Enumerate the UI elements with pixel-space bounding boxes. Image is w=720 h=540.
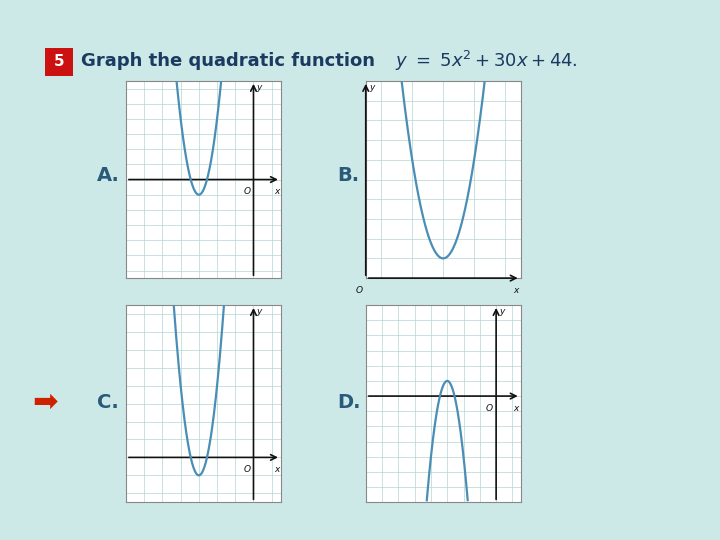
Text: O: O [243,187,251,197]
Text: $\mathit{y}\ =\ 5\mathit{x}^{2}+30\mathit{x}+44.$: $\mathit{y}\ =\ 5\mathit{x}^{2}+30\mathi… [395,49,577,73]
Text: C.: C. [97,393,119,412]
Text: O: O [486,404,493,413]
Text: y: y [256,83,262,92]
Text: O: O [356,286,363,295]
Text: y: y [499,307,505,316]
Text: 5: 5 [54,54,64,69]
Text: y: y [369,83,374,92]
Text: Graph the quadratic function: Graph the quadratic function [81,52,382,70]
Text: y: y [256,307,262,316]
Text: x: x [274,465,279,474]
Text: A.: A. [97,166,120,185]
Text: D.: D. [337,393,361,412]
Text: B.: B. [337,166,359,185]
Text: ➡: ➡ [32,388,58,417]
Text: x: x [513,404,519,413]
Text: x: x [513,286,519,295]
Text: O: O [243,465,251,474]
Text: x: x [274,187,279,197]
